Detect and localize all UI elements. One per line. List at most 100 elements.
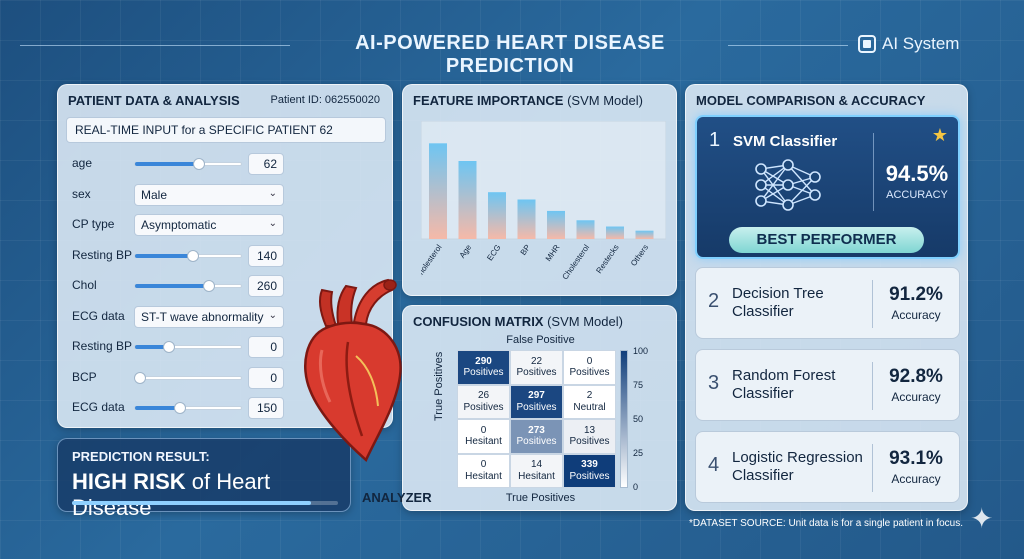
field-row-cp-type: CP type Asymptomatic ⌄	[58, 212, 394, 238]
cell-count: 26	[477, 390, 490, 402]
ecg-data-value-input[interactable]: 150	[248, 397, 284, 419]
cell-label: Hesitant	[465, 470, 502, 482]
field-row-resting-bp: Resting BP 0	[58, 334, 394, 360]
field-label: Chol	[72, 278, 97, 292]
analyzer-label: ANALYZER	[362, 490, 432, 505]
slider-knob[interactable]	[162, 341, 175, 353]
cell-count: 339	[581, 459, 598, 471]
field-row-resting-bp: Resting BP 140	[58, 243, 394, 269]
matrix-bottom-axis-label: True Positives	[505, 492, 576, 504]
cp-type-select[interactable]: Asymptomatic ⌄	[134, 214, 284, 236]
model-accuracy: 94.5%	[885, 161, 949, 186]
chol-slider[interactable]	[134, 280, 242, 292]
resting-bp-slider[interactable]	[134, 249, 242, 262]
age-slider[interactable]	[134, 158, 242, 170]
slider-knob[interactable]	[203, 280, 216, 292]
cell-count: 2	[586, 390, 593, 402]
age-value-input[interactable]: 62	[248, 153, 284, 175]
star-icon: ★	[931, 125, 948, 145]
cell-count: 290	[475, 355, 492, 367]
bar-age	[458, 161, 477, 239]
feature-title-sub: (SVM Model)	[563, 93, 643, 108]
matrix-cell: 14 Hesitant	[510, 453, 563, 488]
confusion-matrix-grid: 290 Positives 22 Positives 0 Positives 26 Posit…	[457, 350, 616, 488]
bcp-slider[interactable]	[134, 371, 242, 384]
page-title: AI-POWERED HEART DISEASE PREDICTION	[355, 32, 665, 77]
cell-label: Positives	[569, 436, 610, 448]
ai-system-badge: AI System	[858, 34, 959, 54]
field-label: Resting BP	[72, 247, 133, 262]
chol-value-input[interactable]: 260	[248, 275, 284, 297]
color-scale-bar	[620, 350, 628, 488]
scale-tick: 50	[633, 414, 644, 424]
cell-count: 13	[583, 424, 596, 436]
tick-label-cholesterol: Cholesterol	[421, 243, 444, 281]
field-label: age	[72, 156, 93, 170]
chevron-down-icon: ⌄	[268, 187, 277, 199]
tick-label-ecg: ECG	[485, 243, 502, 262]
model-name: SVM Classifier	[733, 133, 838, 150]
slider-knob[interactable]	[134, 371, 147, 384]
confusion-title-main: CONFUSION MATRIX	[413, 314, 544, 329]
matrix-cell: 2 Neutral	[563, 384, 616, 419]
resting-bp-value-input[interactable]: 0	[248, 336, 284, 358]
model-card-random-forest-classifier[interactable]: 3 Random Forest Classifier 92.8% Accuracy	[695, 349, 960, 421]
slider-fill	[135, 162, 199, 166]
model-card-logistic-regression-classifier[interactable]: 4 Logistic Regression Classifier 93.1% Accu…	[695, 431, 960, 503]
ecg-data-slider[interactable]	[134, 402, 242, 414]
cell-label: Positives	[463, 401, 504, 413]
realtime-input-banner: REAL-TIME INPUT for a SPECIFIC PATIENT 6…	[66, 117, 386, 143]
slider-knob[interactable]	[192, 158, 205, 170]
bar-bp	[517, 199, 536, 239]
slider-knob[interactable]	[173, 402, 186, 414]
scale-tick: 25	[633, 448, 644, 458]
bar-cholesterol	[576, 220, 595, 239]
model-card-svm[interactable]: 1 SVM Classifier ★ 94.5% ACCURACY BEST P…	[695, 115, 960, 259]
field-row-ecg-data: ECG data ST-T wave abnormality ⌄	[58, 304, 394, 330]
cell-label: Positives	[516, 367, 557, 379]
model-card-decision-tree-classifier[interactable]: 2 Decision Tree Classifier 91.2% Accuracy	[695, 267, 960, 339]
matrix-cell: 22 Positives	[510, 350, 563, 385]
patient-id: Patient ID: 062550020	[270, 94, 380, 106]
model-accuracy-label: ACCURACY	[886, 189, 948, 201]
slider-knob[interactable]	[187, 249, 200, 262]
model-rank: 3	[708, 372, 720, 394]
ecg-data-select[interactable]: ST-T wave abnormality ⌄	[134, 305, 284, 328]
card-divider	[872, 362, 873, 410]
dataset-source-note: *DATASET SOURCE: Unit data is for a sing…	[689, 518, 964, 529]
neural-network-icon	[755, 159, 821, 211]
cell-count: 0	[480, 459, 487, 471]
resting-bp-value-input[interactable]: 140	[248, 244, 284, 267]
card-divider	[872, 280, 873, 328]
matrix-cell: 339 Positives	[563, 453, 616, 488]
scale-tick: 0	[633, 482, 639, 492]
select-value: Asymptomatic	[141, 218, 217, 232]
bcp-value-input[interactable]: 0	[248, 366, 284, 389]
sparkle-icon: ✦	[970, 503, 994, 534]
matrix-cell: 0 Positives	[563, 350, 616, 385]
resting-bp-slider[interactable]	[134, 341, 242, 353]
sex-select[interactable]: Male ⌄	[134, 183, 284, 206]
prediction-result-panel: PREDICTION RESULT: HIGH RISK of Heart Di…	[57, 438, 351, 520]
title-rule-right	[728, 45, 848, 46]
card-divider	[872, 444, 873, 492]
chevron-down-icon: ⌄	[268, 309, 277, 321]
risk-level: HIGH RISK	[72, 469, 186, 494]
matrix-left-axis-label: True Positives	[433, 351, 445, 421]
field-label: sex	[72, 186, 91, 201]
cell-label: Positives	[516, 401, 557, 413]
bar-others	[635, 230, 654, 239]
cell-label: Neutral	[573, 401, 606, 413]
slider-fill	[135, 345, 169, 349]
risk-meter-fill	[72, 501, 312, 505]
model-rank: 1	[709, 129, 721, 151]
model-name: Logistic Regression Classifier	[732, 449, 863, 484]
tick-label-cholesterol: Cholesterol	[561, 243, 592, 281]
field-label: ECG data	[72, 308, 125, 323]
best-performer-badge: BEST PERFORMER	[729, 227, 924, 253]
model-accuracy-label: Accuracy	[891, 472, 941, 486]
model-name: Decision Tree Classifier	[732, 285, 824, 320]
model-rank: 4	[708, 454, 720, 476]
slider-fill	[135, 406, 180, 410]
